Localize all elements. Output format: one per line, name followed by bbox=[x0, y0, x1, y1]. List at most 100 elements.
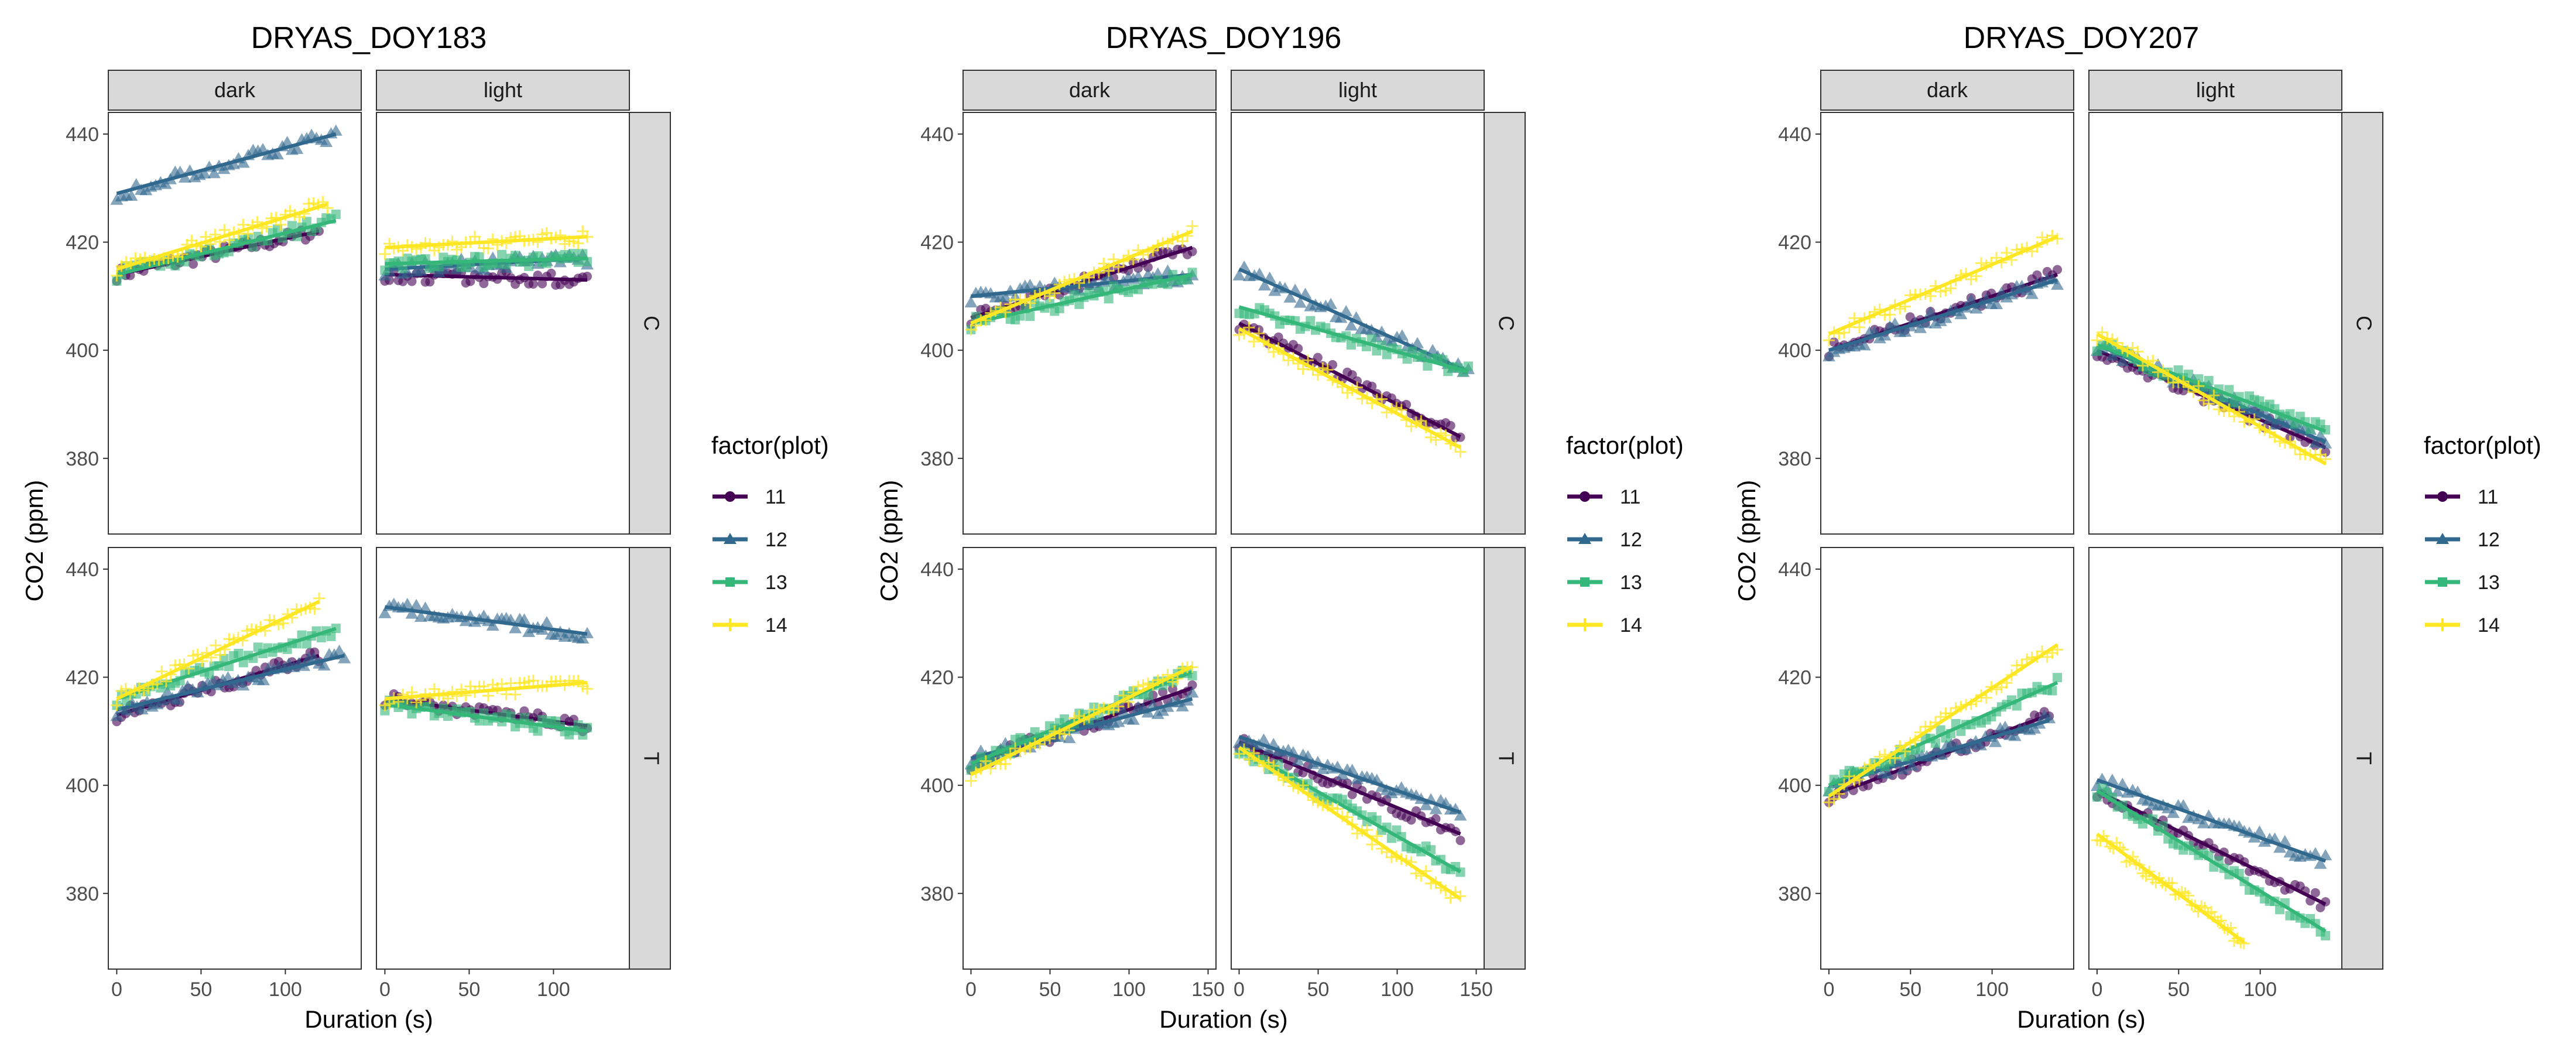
facet-strip-T bbox=[2341, 547, 2383, 970]
data-point bbox=[329, 124, 342, 136]
data-point bbox=[2053, 673, 2063, 683]
fit-line-13 bbox=[116, 218, 337, 276]
legend-marker bbox=[2437, 491, 2448, 502]
x-tick-label: 0 bbox=[2091, 978, 2102, 1001]
panel-plot-area bbox=[1822, 643, 2064, 809]
x-tick-label: 50 bbox=[1039, 978, 1061, 1001]
data-point bbox=[1896, 763, 1909, 775]
legend-key-14: 14 bbox=[2425, 614, 2500, 636]
data-point bbox=[290, 142, 304, 154]
data-point bbox=[540, 615, 553, 628]
x-tick-label: 100 bbox=[1112, 978, 1146, 1001]
data-point bbox=[122, 696, 132, 706]
data-point bbox=[280, 136, 294, 148]
y-tick-label: 400 bbox=[1778, 340, 1811, 362]
data-point bbox=[964, 296, 978, 307]
y-tick-label: 380 bbox=[1778, 448, 1811, 470]
data-point bbox=[1074, 299, 1084, 309]
data-point bbox=[1345, 764, 1359, 775]
fit-line-12 bbox=[1238, 735, 1461, 815]
data-point bbox=[221, 671, 235, 683]
facet-strip-label: C bbox=[1494, 316, 1518, 331]
data-point bbox=[414, 264, 427, 276]
data-point bbox=[1853, 321, 1865, 333]
x-tick-label: 100 bbox=[269, 978, 302, 1001]
y-tick-label: 420 bbox=[1778, 232, 1811, 254]
panel-border bbox=[962, 112, 1217, 535]
panel-light-T bbox=[1231, 547, 1485, 970]
data-point bbox=[572, 237, 584, 249]
legend-marker bbox=[1578, 533, 1591, 544]
fit-line-11 bbox=[1238, 740, 1461, 836]
y-tick-label: 420 bbox=[1778, 667, 1811, 689]
facet-strip-C bbox=[629, 112, 671, 535]
fit-line-12 bbox=[385, 605, 588, 636]
x-tick-label: 0 bbox=[1823, 978, 1834, 1001]
data-point bbox=[581, 683, 593, 695]
legend-key-12: 12 bbox=[712, 529, 787, 551]
data-point bbox=[533, 726, 543, 736]
panel-light-T bbox=[2088, 547, 2342, 970]
panel-background bbox=[108, 112, 361, 534]
data-point bbox=[1858, 339, 1871, 351]
panel-border bbox=[376, 547, 630, 970]
facet-strip-label: T bbox=[2352, 752, 2376, 765]
data-point bbox=[1328, 360, 1338, 369]
data-point bbox=[178, 171, 191, 183]
panel-dark-T bbox=[962, 547, 1217, 970]
data-point bbox=[465, 276, 475, 286]
panel-background bbox=[2089, 112, 2342, 534]
y-tick-label: 440 bbox=[1778, 124, 1811, 146]
y-tick-label: 440 bbox=[66, 559, 99, 581]
data-point bbox=[2173, 365, 2183, 375]
y-axis-title: CO2 (ppm) bbox=[1733, 480, 1760, 602]
data-point bbox=[1116, 705, 1130, 717]
data-point bbox=[1934, 314, 1947, 326]
data-point bbox=[160, 686, 174, 697]
data-point bbox=[2238, 937, 2250, 950]
data-point bbox=[1069, 290, 1079, 300]
facet-strip-label: light bbox=[1338, 78, 1377, 102]
fit-line-11 bbox=[1238, 321, 1461, 439]
legend-marker bbox=[724, 618, 737, 631]
fit-line-13 bbox=[1238, 745, 1461, 874]
data-point bbox=[2047, 686, 2057, 696]
data-point bbox=[410, 598, 423, 610]
data-point bbox=[1186, 220, 1198, 232]
data-point bbox=[1341, 386, 1354, 399]
data-point bbox=[2310, 888, 2320, 898]
legend-label: 14 bbox=[1620, 614, 1642, 636]
y-axis-title: CO2 (ppm) bbox=[20, 480, 48, 602]
data-point bbox=[135, 703, 149, 714]
x-tick-label: 0 bbox=[379, 978, 390, 1001]
facet-strip-label: dark bbox=[1069, 78, 1111, 102]
fit-line-14 bbox=[970, 665, 1193, 776]
data-point bbox=[1321, 364, 1334, 376]
data-point bbox=[1232, 269, 1246, 280]
data-point bbox=[1340, 304, 1353, 317]
data-point bbox=[528, 279, 538, 289]
data-point bbox=[1126, 713, 1140, 725]
legend: factor(plot) 11 12 13 14 bbox=[711, 432, 829, 636]
data-point bbox=[578, 249, 588, 259]
fit-line-11 bbox=[2096, 789, 2327, 906]
panel-dark-T bbox=[1820, 547, 2074, 970]
panel-dark-C bbox=[1820, 112, 2074, 535]
data-point bbox=[1112, 716, 1125, 727]
legend-marker bbox=[1580, 491, 1590, 502]
legend-label: 14 bbox=[765, 614, 787, 636]
legend-key-12: 12 bbox=[1567, 529, 1642, 551]
y-tick-label: 380 bbox=[920, 448, 954, 470]
data-point bbox=[2008, 730, 2022, 741]
x-tick-label: 150 bbox=[1460, 978, 1493, 1001]
data-point bbox=[378, 607, 392, 618]
data-point bbox=[1975, 257, 1988, 269]
panel-border bbox=[1820, 547, 2074, 970]
facet-strip-label: light bbox=[484, 78, 522, 102]
legend-label: 13 bbox=[1620, 572, 1642, 594]
y-tick-label: 420 bbox=[66, 232, 99, 254]
panel-plot-area bbox=[2090, 772, 2332, 950]
data-point bbox=[1297, 363, 1309, 375]
chart-title: DRYAS_DOY183 bbox=[251, 21, 487, 55]
